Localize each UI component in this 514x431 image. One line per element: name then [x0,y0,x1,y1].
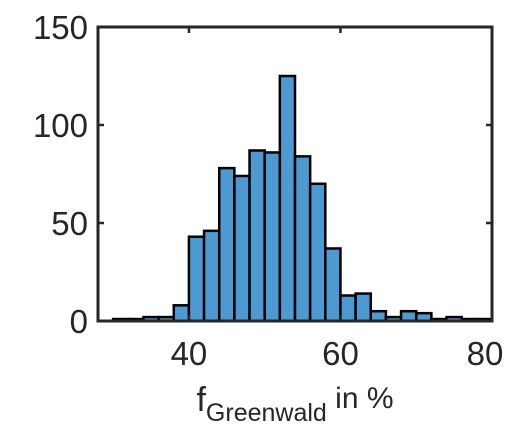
x-tick-label: 60 [322,335,359,372]
y-tick-label: 0 [70,303,88,340]
histogram-bar [339,294,357,323]
x-axis-label: fGreenwald in % [196,381,393,427]
histogram-bar [248,149,266,323]
histogram-bar [217,166,236,323]
tick-labels: 40 60 80 0 50 100 150 [33,9,503,372]
y-tick-label: 50 [51,205,88,242]
histogram-bar [172,304,191,323]
histogram-bar [354,292,373,323]
x-tick-label: 40 [171,335,208,372]
histogram-bar [293,155,312,323]
histogram-bar [233,174,251,323]
x-axis-label-main: f [196,381,206,419]
x-axis-label-suffix: in % [327,382,394,415]
y-tick-label: 150 [33,9,88,46]
y-tick-label: 100 [33,107,88,144]
histogram-bar [202,229,221,323]
histogram-bar [263,151,282,323]
histogram-bar [278,74,297,323]
axis-ticks [98,25,494,323]
histogram-bar [308,182,327,323]
plot-frame [96,25,494,323]
x-axis-label-subscript: Greenwald [206,399,327,427]
histogram-bar [187,235,206,323]
x-tick-label: 80 [467,335,504,372]
histogram-bar [324,247,342,323]
histogram-bars [111,74,494,323]
